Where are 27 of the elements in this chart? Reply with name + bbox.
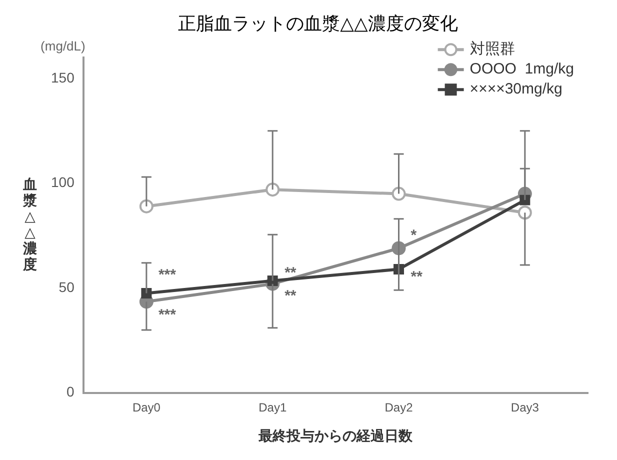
x-tick-label: Day3 [510, 400, 540, 414]
x-tick-label: Day0 [132, 400, 161, 414]
y-tick-label: 100 [51, 174, 75, 190]
legend-label: 対照群 [470, 40, 515, 58]
legend-label: ××××30mg/kg [470, 80, 562, 98]
point [141, 288, 152, 299]
annotation: *** [158, 306, 176, 324]
y-tick-label: 150 [51, 69, 75, 86]
annotation: *** [158, 266, 176, 284]
annotation: ** [284, 288, 296, 305]
x-axis-title: 最終投与からの経過日数 [258, 427, 414, 444]
y-axis-title: 血漿△△濃度 [22, 176, 37, 272]
text: (mg/dL) [40, 38, 86, 54]
annotation: ** [284, 264, 296, 282]
point [139, 199, 154, 214]
chart-title: 正脂血ラットの血漿△△濃度の変化 [178, 14, 458, 34]
point [266, 182, 280, 197]
legend-label: OOOO 1mg/kg [470, 60, 574, 78]
annotation: ** [410, 268, 423, 286]
point [518, 206, 532, 220]
annotation: * [410, 226, 417, 244]
x-tick-label: Day1 [258, 400, 287, 414]
y-tick-label: 0 [66, 384, 75, 400]
point [392, 186, 406, 201]
point [520, 194, 530, 206]
y-tick-label: 50 [58, 278, 75, 295]
x-tick-label: Day2 [384, 400, 414, 414]
